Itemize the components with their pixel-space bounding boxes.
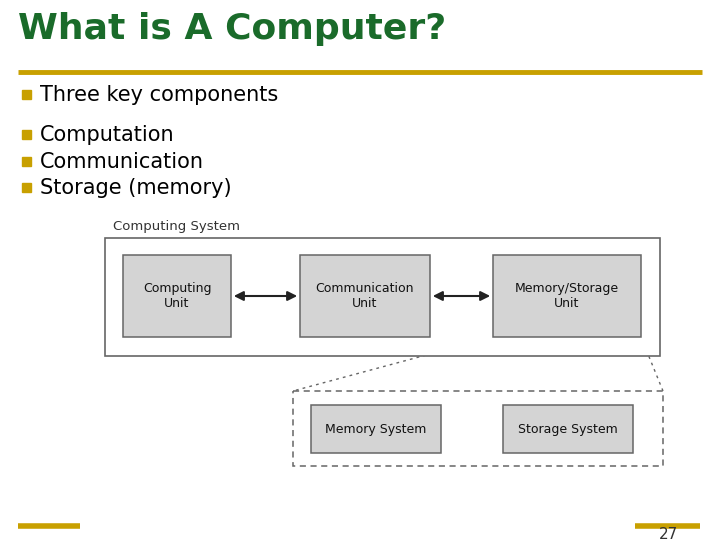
Bar — [22, 90, 31, 99]
Bar — [22, 130, 31, 139]
Text: Storage (memory): Storage (memory) — [40, 178, 232, 198]
Bar — [311, 405, 441, 453]
Bar — [503, 405, 633, 453]
Bar — [123, 255, 231, 337]
Bar — [300, 255, 430, 337]
Text: Computing
Unit: Computing Unit — [143, 282, 211, 310]
Text: Memory System: Memory System — [325, 422, 427, 435]
Bar — [493, 255, 641, 337]
Text: Communication: Communication — [40, 152, 204, 172]
Text: Three key components: Three key components — [40, 85, 278, 105]
Text: Communication
Unit: Communication Unit — [316, 282, 414, 310]
Bar — [293, 391, 663, 466]
Text: What is A Computer?: What is A Computer? — [18, 12, 446, 46]
Text: Computing System: Computing System — [113, 220, 240, 233]
Text: Memory/Storage
Unit: Memory/Storage Unit — [515, 282, 619, 310]
Text: Computation: Computation — [40, 125, 175, 145]
Text: 27: 27 — [658, 527, 678, 540]
Bar — [22, 157, 31, 166]
Bar — [22, 183, 31, 192]
Bar — [105, 238, 660, 356]
Text: Storage System: Storage System — [518, 422, 618, 435]
